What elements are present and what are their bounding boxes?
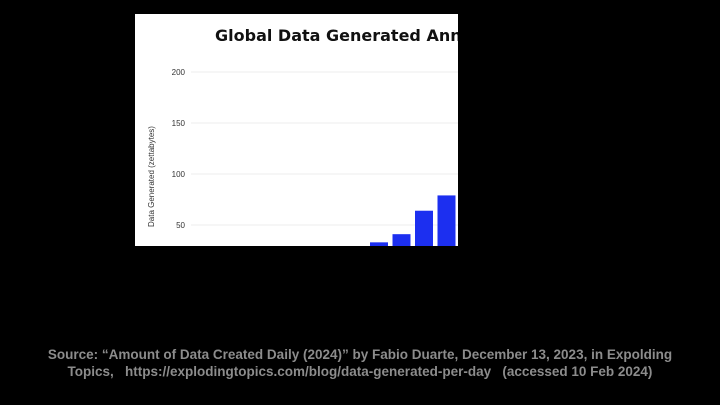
- y-tick-label: 150: [172, 119, 186, 128]
- chart-panel: Global Data Generated Annua 50 100 150 200 …: [135, 14, 458, 246]
- y-axis-label: Data Generated (zettabytes): [147, 126, 156, 227]
- bar: [370, 242, 388, 246]
- y-tick-label: 50: [176, 221, 185, 230]
- y-tick-label: 100: [172, 170, 186, 179]
- source-caption: Source: “Amount of Data Created Daily (2…: [30, 346, 690, 380]
- bar: [392, 234, 411, 246]
- chart-title: Global Data Generated Annua: [215, 26, 458, 45]
- bar: [415, 210, 433, 246]
- source-caption-line-2: Topics, https://explodingtopics.com/blog…: [67, 364, 653, 379]
- bars: [370, 195, 456, 246]
- source-caption-line-1: Source: “Amount of Data Created Daily (2…: [47, 347, 673, 362]
- gridlines: [191, 71, 458, 226]
- bar: [437, 195, 456, 246]
- y-axis-ticks: 50 100 150 200: [172, 68, 186, 230]
- bar-chart: 50 100 150 200 Data Generated (zettabytes): [147, 68, 458, 246]
- y-tick-label: 200: [172, 68, 186, 77]
